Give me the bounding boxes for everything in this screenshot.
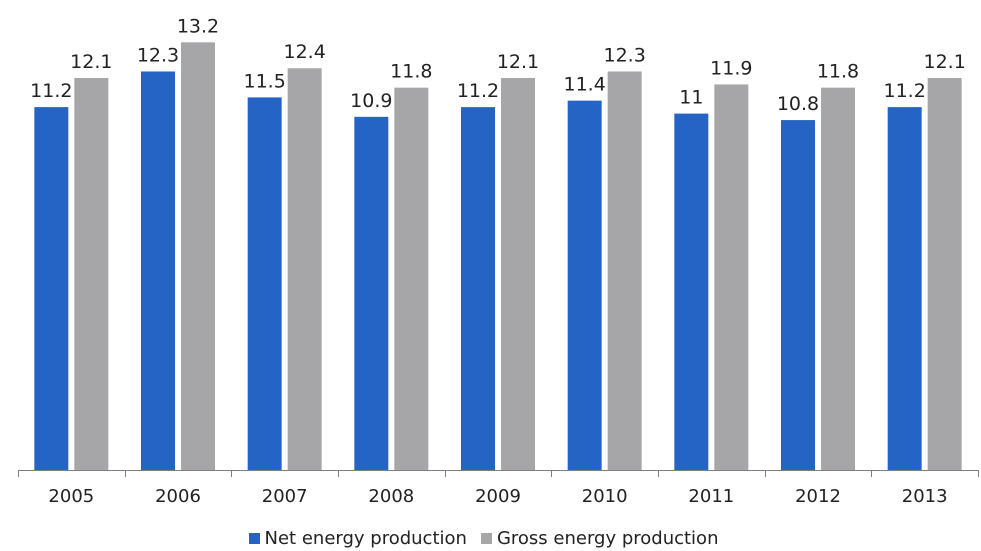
bar-net-2005 xyxy=(34,107,69,471)
data-label-gross-2012: 11.8 xyxy=(817,61,859,83)
data-label-net-2008: 10.9 xyxy=(350,90,392,112)
legend-swatch-net xyxy=(248,532,260,544)
data-label-gross-2008: 11.8 xyxy=(390,61,432,83)
data-label-gross-2009: 12.1 xyxy=(497,51,539,73)
legend-label-net: Net energy production xyxy=(264,527,467,549)
bar-gross-2010 xyxy=(607,71,642,470)
bar-gross-2007 xyxy=(287,68,322,471)
data-label-net-2007: 11.5 xyxy=(244,70,286,92)
bar-gross-2013 xyxy=(927,77,962,471)
data-label-net-2013: 11.2 xyxy=(884,80,926,102)
legend-swatch-gross xyxy=(480,532,492,544)
data-label-net-2006: 12.3 xyxy=(137,44,179,66)
bar-net-2010 xyxy=(567,100,602,470)
legend-label-gross: Gross energy production xyxy=(496,527,719,549)
data-label-gross-2011: 11.9 xyxy=(710,57,752,79)
bar-net-2009 xyxy=(461,107,495,471)
x-tick-label-2010: 2010 xyxy=(582,486,628,507)
data-label-net-2005: 11.2 xyxy=(30,80,72,102)
bar-gross-2012 xyxy=(821,87,855,471)
x-tick-label-2007: 2007 xyxy=(262,486,308,507)
bar-gross-2008 xyxy=(394,87,429,471)
data-label-gross-2013: 12.1 xyxy=(924,51,966,73)
data-label-net-2011: 11 xyxy=(679,87,703,109)
x-tick-label-2008: 2008 xyxy=(368,486,414,507)
x-tick-label-2005: 2005 xyxy=(48,486,94,507)
legend: Net energy production Gross energy produ… xyxy=(0,527,981,549)
bar-net-2007 xyxy=(247,97,282,471)
x-tick-label-2013: 2013 xyxy=(902,486,948,507)
bar-gross-2011 xyxy=(714,84,749,470)
bar-net-2012 xyxy=(781,120,815,470)
bar-net-2013 xyxy=(887,107,922,471)
bar-net-2006 xyxy=(141,71,175,470)
data-label-net-2012: 10.8 xyxy=(777,93,819,115)
data-label-net-2009: 11.2 xyxy=(457,80,499,102)
x-tick-label-2011: 2011 xyxy=(688,486,734,507)
x-tick-label-2006: 2006 xyxy=(155,486,201,507)
bar-net-2008 xyxy=(354,116,389,470)
x-axis: 2005 2006 2007 2008 2009 2010 2011 2012 2013 xyxy=(18,470,979,507)
x-tick-label-2009: 2009 xyxy=(475,486,521,507)
bar-gross-2006 xyxy=(181,42,215,470)
bar-net-2011 xyxy=(674,113,709,470)
data-label-net-2010: 11.4 xyxy=(564,74,606,96)
data-labels-layer: 11.2 12.1 12.3 13.2 11.5 12.4 10.9 11.8 11.2 12.1… xyxy=(30,15,966,115)
legend-item-gross: Gross energy production xyxy=(480,527,719,549)
bar-gross-2005 xyxy=(74,77,109,471)
legend-item-net: Net energy production xyxy=(248,527,467,549)
data-label-gross-2006: 13.2 xyxy=(177,15,219,37)
x-tick-label-2012: 2012 xyxy=(795,486,841,507)
data-label-gross-2005: 12.1 xyxy=(70,51,112,73)
bar-gross-2009 xyxy=(501,77,535,471)
data-label-gross-2007: 12.4 xyxy=(284,41,326,63)
data-label-gross-2010: 12.3 xyxy=(604,44,646,66)
bars-layer xyxy=(34,42,962,471)
